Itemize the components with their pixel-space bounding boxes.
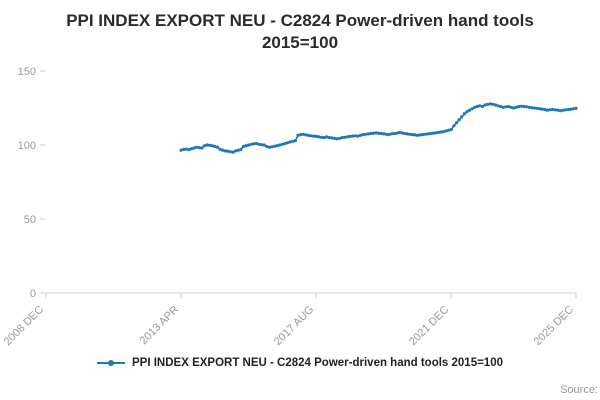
svg-text:2008 DEC: 2008 DEC <box>2 303 46 347</box>
page-title-line1: PPI INDEX EXPORT NEU - C2824 Power-drive… <box>66 11 534 30</box>
source-text: Source: <box>560 384 598 396</box>
svg-text:150: 150 <box>18 66 36 78</box>
svg-text:2017 AUG: 2017 AUG <box>272 304 316 348</box>
svg-text:50: 50 <box>24 214 36 226</box>
legend-line-marker-icon <box>97 359 125 366</box>
svg-text:2021 DEC: 2021 DEC <box>407 303 451 347</box>
page-title: PPI INDEX EXPORT NEU - C2824 Power-drive… <box>0 0 600 55</box>
svg-text:2025 DEC: 2025 DEC <box>532 303 576 347</box>
page-title-line2: 2015=100 <box>261 33 339 53</box>
svg-text:0: 0 <box>30 288 36 300</box>
legend-label: PPI INDEX EXPORT NEU - C2824 Power-drive… <box>132 356 503 369</box>
svg-text:100: 100 <box>18 140 36 152</box>
chart-area: 0 50 100 150 2008 DEC 2013 APR 2017 AUG 2021 DE… <box>0 55 600 351</box>
legend-item[interactable]: PPI INDEX EXPORT NEU - C2824 Power-drive… <box>0 353 600 373</box>
line-chart-canvas: 0 50 100 150 2008 DEC 2013 APR 2017 AUG 2021 DE… <box>2 66 578 348</box>
svg-text:2013 APR: 2013 APR <box>138 303 182 347</box>
